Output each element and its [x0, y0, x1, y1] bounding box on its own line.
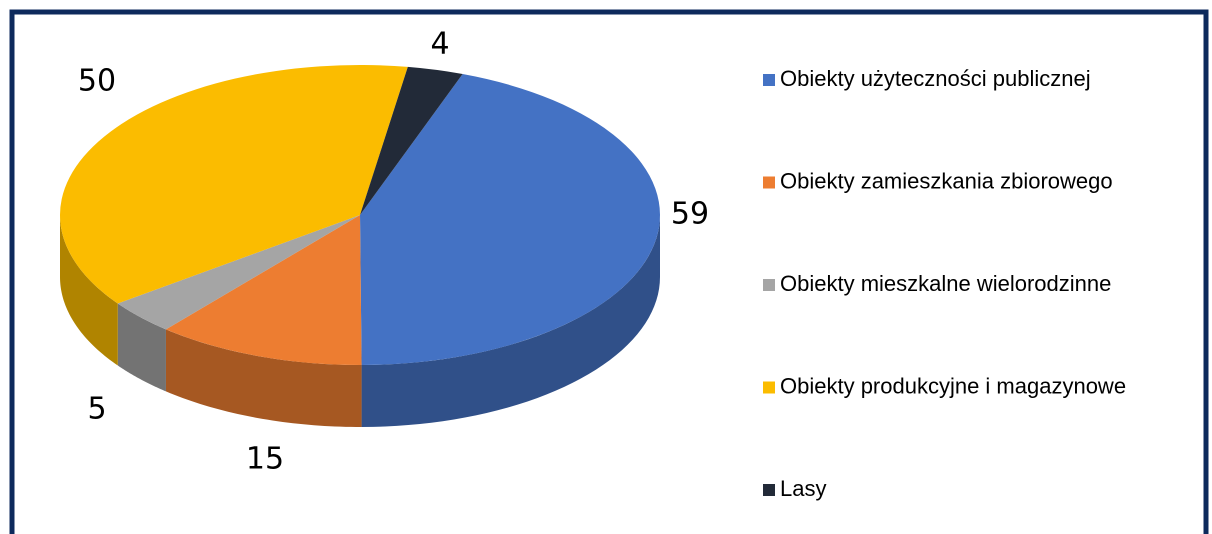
- legend-swatch: [763, 381, 775, 394]
- slice-side: [361, 215, 660, 427]
- legend-swatch: [763, 74, 775, 86]
- slice: [360, 66, 463, 215]
- data-label: 4: [430, 27, 449, 62]
- legend-swatch: [763, 176, 775, 189]
- slice: [165, 215, 362, 365]
- data-label: 59: [671, 197, 709, 232]
- data-label: 5: [87, 392, 106, 427]
- slice: [117, 215, 360, 330]
- legend-label: Obiekty produkcyjne i magazynowe: [780, 373, 1126, 398]
- legend-label: Obiekty użyteczności publicznej: [780, 66, 1091, 91]
- slice: [60, 64, 408, 304]
- slice-side: [60, 215, 118, 366]
- slice-side: [165, 329, 362, 427]
- legend-swatch: [763, 484, 775, 496]
- data-label: 15: [246, 442, 284, 477]
- legend-label: Obiekty zamieszkania zbiorowego: [780, 168, 1113, 193]
- legend-label: Obiekty mieszkalne wielorodzinne: [780, 271, 1111, 296]
- slice: [360, 74, 661, 365]
- legend-label: Lasy: [780, 476, 826, 501]
- slice-side: [117, 303, 166, 392]
- frame: [9, 9, 1209, 534]
- legend-swatch: [763, 279, 775, 291]
- data-label: 50: [78, 64, 116, 99]
